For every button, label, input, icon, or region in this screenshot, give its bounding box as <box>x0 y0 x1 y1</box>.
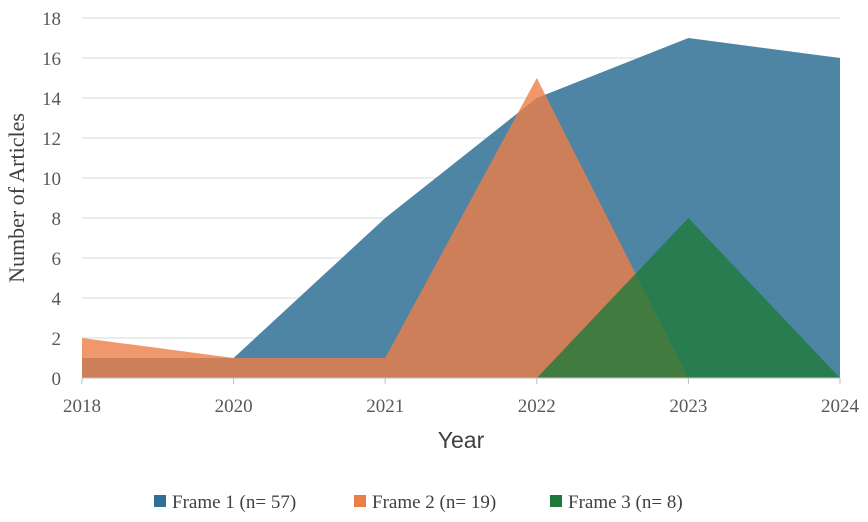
x-tick-label: 2020 <box>215 396 253 417</box>
x-axis-label: Year <box>438 427 485 453</box>
y-tick-label: 18 <box>42 9 61 30</box>
y-axis-ticks: 0 2 4 6 8 10 12 14 16 18 <box>42 9 62 390</box>
legend: Frame 1 (n= 57) Frame 2 (n= 19) Frame 3 (n… <box>154 492 683 513</box>
legend-label: Frame 2 (n= 19) <box>372 492 496 513</box>
x-tick-label: 2021 <box>366 396 404 417</box>
area-series-2 <box>82 78 689 378</box>
x-axis-ticks: 2018 2020 2021 2022 2023 2024 <box>63 378 860 417</box>
x-tick-label: 2023 <box>669 396 707 417</box>
y-tick-label: 12 <box>42 129 61 150</box>
y-tick-label: 16 <box>42 49 61 70</box>
y-axis-label: Number of Articles <box>4 113 29 283</box>
x-tick-label: 2024 <box>821 396 860 417</box>
y-tick-label: 8 <box>52 209 62 230</box>
plot-areas <box>82 38 840 378</box>
y-tick-label: 6 <box>52 249 62 270</box>
y-tick-label: 4 <box>52 289 62 310</box>
legend-label: Frame 1 (n= 57) <box>172 492 296 513</box>
legend-swatch <box>354 495 366 507</box>
y-tick-label: 0 <box>52 369 62 390</box>
legend-swatch <box>154 495 166 507</box>
x-tick-label: 2022 <box>518 396 556 417</box>
x-tick-label: 2018 <box>63 396 101 417</box>
y-tick-label: 10 <box>42 169 61 190</box>
legend-label: Frame 3 (n= 8) <box>568 492 683 513</box>
legend-swatch <box>550 495 562 507</box>
y-tick-label: 14 <box>42 89 62 110</box>
y-tick-label: 2 <box>52 329 62 350</box>
area-series-3 <box>536 218 840 378</box>
